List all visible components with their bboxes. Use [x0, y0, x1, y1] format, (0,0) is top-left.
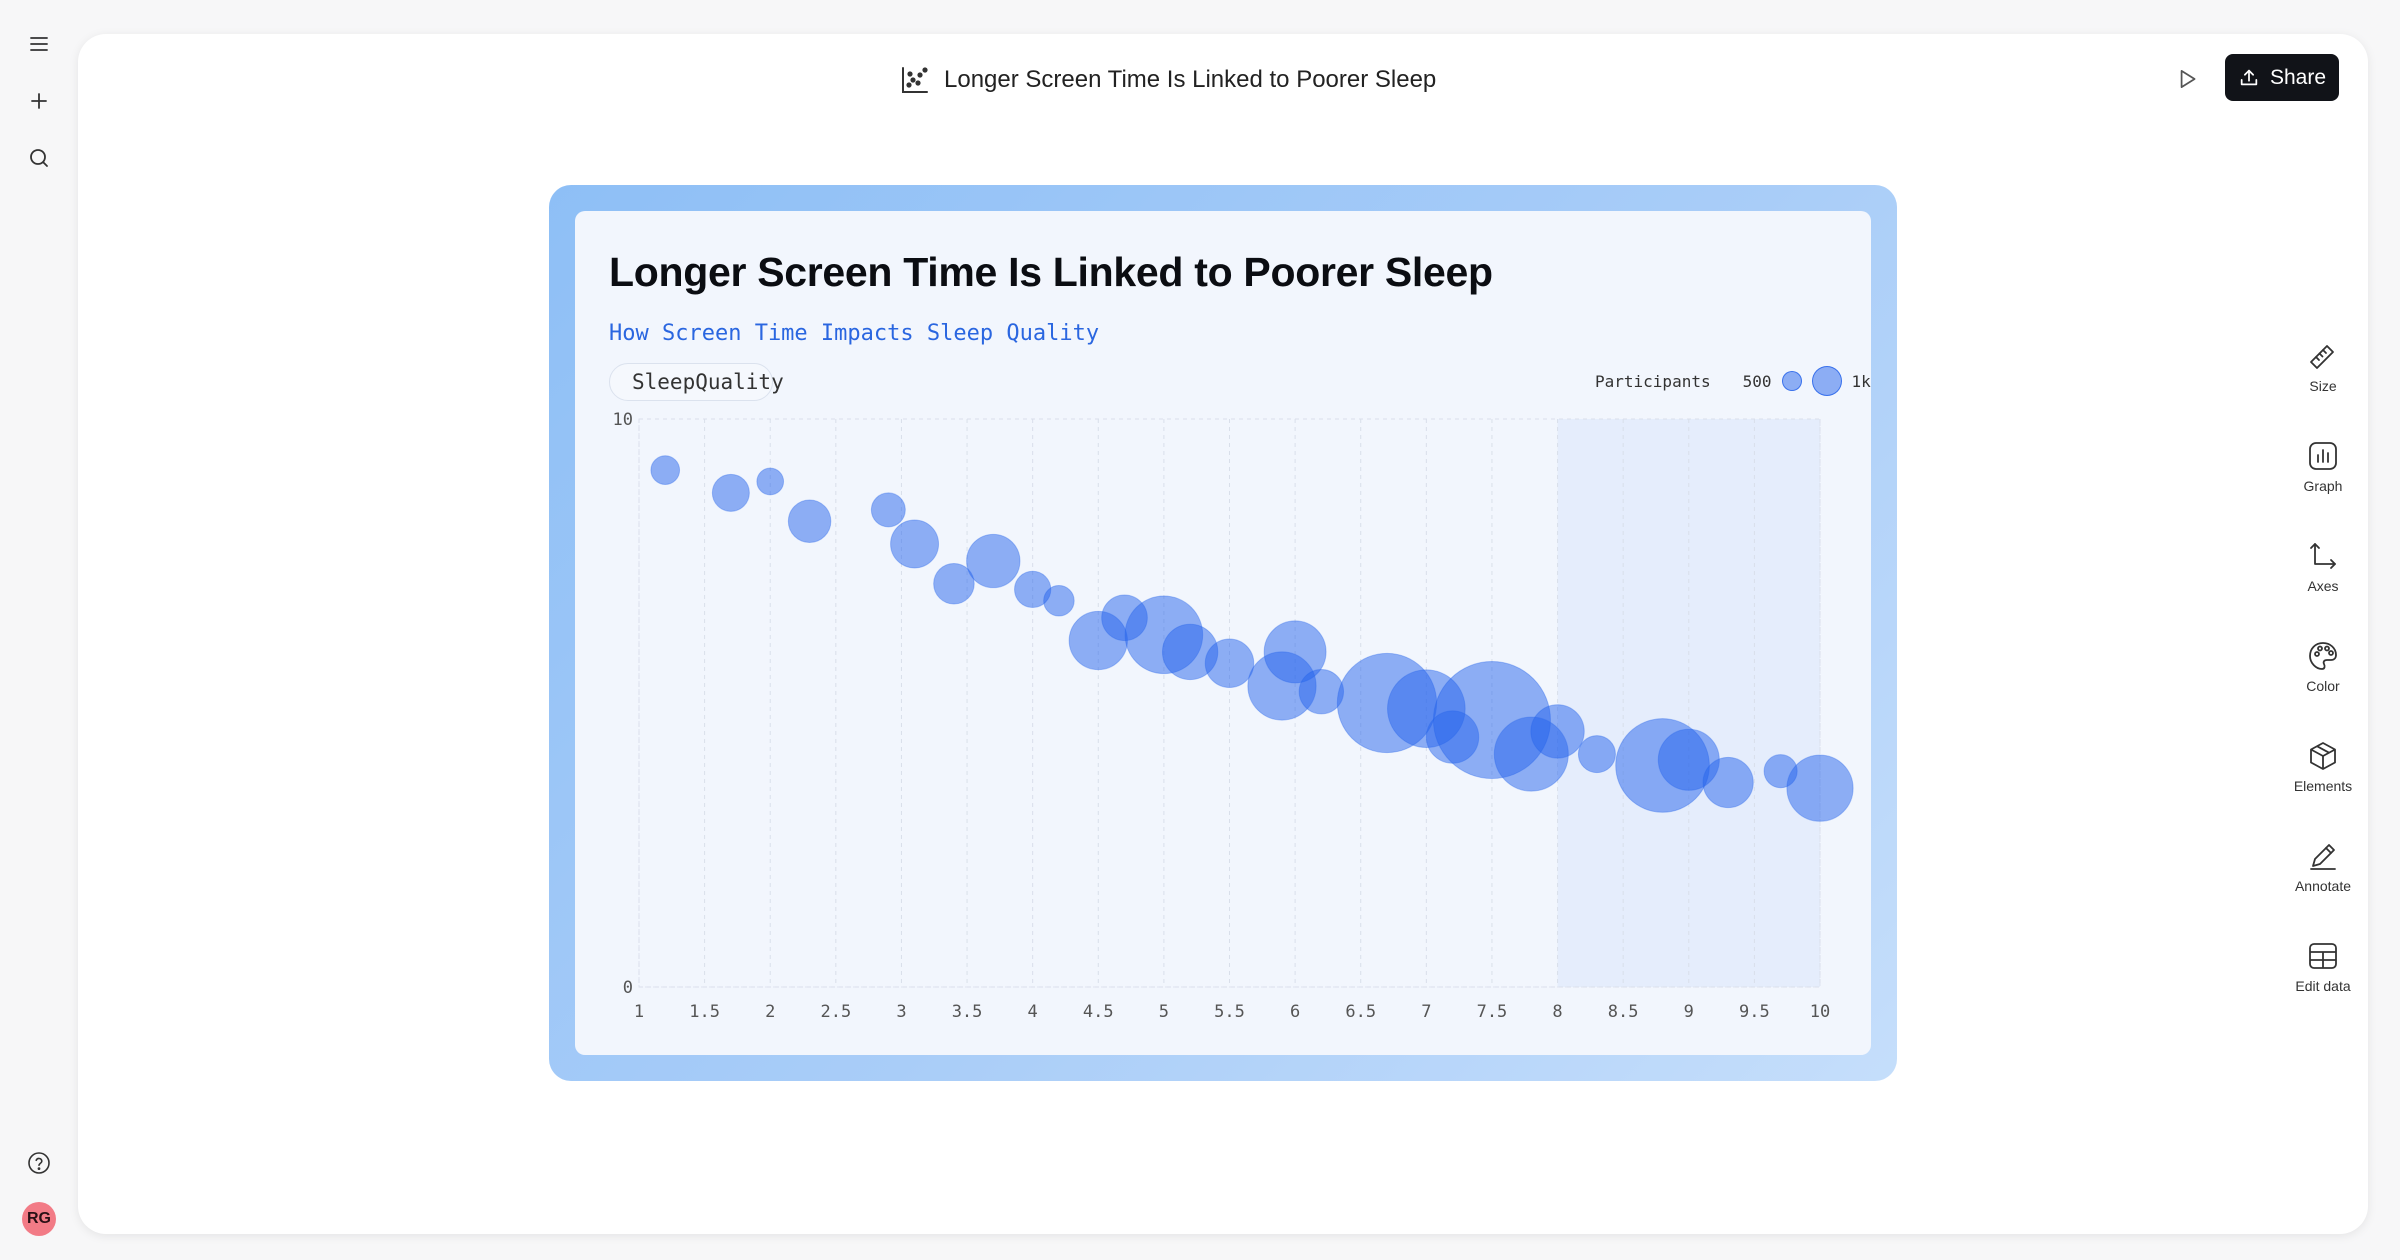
- menu-button[interactable]: [20, 25, 58, 63]
- data-point: [1263, 620, 1327, 684]
- toolbar-item-graph[interactable]: Graph: [2280, 440, 2366, 520]
- x-tick-label: 5: [1159, 1002, 1169, 1022]
- graph-icon: [2309, 442, 2337, 470]
- hamburger-icon: [30, 37, 48, 51]
- data-point: [711, 473, 750, 512]
- data-point: [1577, 735, 1616, 774]
- toolbar-label: Elements: [2293, 778, 2353, 794]
- x-tick-label: 10: [1810, 1002, 1830, 1022]
- document-title[interactable]: Longer Screen Time Is Linked to Poorer S…: [900, 62, 1436, 98]
- share-button[interactable]: Share: [2225, 54, 2339, 101]
- x-tick-label: 3.5: [952, 1002, 983, 1022]
- size-legend-large-label: 1k: [1851, 371, 1871, 391]
- search-button[interactable]: [20, 139, 58, 177]
- data-point: [1530, 704, 1585, 759]
- data-point: [650, 455, 681, 485]
- data-point: [787, 499, 832, 543]
- chart-frame[interactable]: Longer Screen Time Is Linked to Poorer S…: [549, 185, 1897, 1081]
- size-legend-title: Participants: [1595, 371, 1711, 391]
- size-legend-large-circle: [1811, 366, 1842, 396]
- data-point: [870, 492, 906, 528]
- play-icon: [2180, 70, 2196, 88]
- x-tick-label: 6: [1290, 1002, 1300, 1022]
- toolbar-item-axes[interactable]: Axes: [2280, 540, 2366, 620]
- x-tick-label: 8.5: [1608, 1002, 1639, 1022]
- toolbar-item-edit-data[interactable]: Edit data: [2280, 940, 2366, 1020]
- document-title-text: Longer Screen Time Is Linked to Poorer S…: [944, 66, 1437, 93]
- chart-subtitle[interactable]: How Screen Time Impacts Sleep Quality: [609, 321, 1100, 346]
- data-point: [1204, 638, 1255, 689]
- data-point: [966, 533, 1021, 589]
- x-tick-label: 6.5: [1345, 1002, 1376, 1022]
- avatar[interactable]: RG: [22, 1202, 56, 1236]
- chart-title[interactable]: Longer Screen Time Is Linked to Poorer S…: [609, 249, 1493, 295]
- x-tick-label: 1: [634, 1002, 644, 1022]
- cube-icon: [2310, 742, 2336, 770]
- help-button[interactable]: [20, 1144, 58, 1182]
- upload-icon: [2240, 69, 2258, 85]
- x-tick-label: 3: [896, 1002, 906, 1022]
- data-point: [890, 519, 940, 569]
- x-tick-label: 7: [1421, 1002, 1431, 1022]
- toolbar-label: Annotate: [2294, 878, 2352, 894]
- x-tick-label: 8: [1552, 1002, 1562, 1022]
- data-point: [933, 562, 975, 605]
- toolbar-label: Size: [2309, 378, 2337, 394]
- toolbar-item-elements[interactable]: Elements: [2280, 740, 2366, 820]
- x-tick-label: 9.5: [1739, 1002, 1770, 1022]
- new-button[interactable]: [20, 82, 58, 120]
- size-legend-small-label: 500: [1742, 371, 1772, 391]
- x-tick-label: 4: [1028, 1002, 1038, 1022]
- help-icon: [28, 1152, 50, 1174]
- x-tick-label: 2.5: [820, 1002, 851, 1022]
- present-button[interactable]: [2168, 60, 2206, 98]
- legend-label: SleepQuality: [632, 370, 784, 394]
- plus-icon: [31, 93, 47, 109]
- table-icon: [2309, 943, 2337, 969]
- x-tick-label: 5.5: [1214, 1002, 1245, 1022]
- data-point: [1043, 585, 1075, 617]
- share-label: Share: [2269, 65, 2327, 89]
- x-tick-label: 4.5: [1083, 1002, 1114, 1022]
- scatter-plot[interactable]: 1 1.5 2 2.5 3 3.5 4 4.5 5 5.5 6 6.5 7 7.5 8 8.5 9 9.5 10 0 1…: [575, 211, 1871, 1055]
- x-tick-label: 1.5: [689, 1002, 720, 1022]
- size-legend: Participants 500 1k: [1595, 363, 1871, 399]
- chart-card: Longer Screen Time Is Linked to Poorer S…: [575, 211, 1871, 1055]
- toolbar-label: Color: [2306, 678, 2340, 694]
- toolbar-label: Graph: [2303, 478, 2343, 494]
- search-icon: [30, 149, 48, 167]
- data-point: [756, 467, 785, 496]
- y-tick-label: 0: [623, 978, 633, 998]
- pen-icon: [2310, 844, 2336, 870]
- ruler-icon: [2310, 345, 2334, 369]
- x-tick-label: 7.5: [1477, 1002, 1508, 1022]
- toolbar-label: Edit data: [2295, 978, 2351, 994]
- series-legend[interactable]: SleepQuality: [609, 363, 784, 401]
- data-point: [1702, 756, 1754, 809]
- x-tick-label: 9: [1684, 1002, 1694, 1022]
- size-legend-small-circle: [1781, 371, 1802, 391]
- palette-icon: [2309, 642, 2337, 670]
- scatter-chart-icon: [902, 67, 928, 93]
- axes-icon: [2310, 543, 2336, 569]
- y-tick-label: 10: [613, 410, 633, 430]
- data-point: [1298, 668, 1345, 715]
- toolbar-label: Axes: [2307, 578, 2339, 594]
- left-rail: RG: [0, 0, 78, 1260]
- toolbar-item-annotate[interactable]: Annotate: [2280, 840, 2366, 920]
- data-point: [1786, 754, 1854, 822]
- toolbar-item-color[interactable]: Color: [2280, 640, 2366, 720]
- x-tick-label: 2: [765, 1002, 775, 1022]
- toolbar-item-size[interactable]: Size: [2280, 340, 2366, 420]
